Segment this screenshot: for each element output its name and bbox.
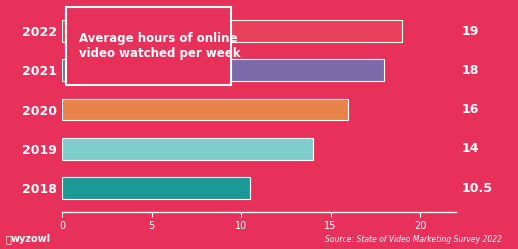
Bar <box>62 20 402 42</box>
Text: 14: 14 <box>461 142 479 155</box>
Bar <box>62 138 313 160</box>
Bar <box>62 99 349 120</box>
Bar <box>62 177 250 199</box>
Text: 16: 16 <box>461 103 479 116</box>
Text: Ⓦ: Ⓦ <box>5 234 11 244</box>
Text: 10.5: 10.5 <box>461 182 492 194</box>
Text: Source: State of Video Marketing Survey 2022: Source: State of Video Marketing Survey … <box>325 235 502 244</box>
Text: wyzowl: wyzowl <box>10 234 50 244</box>
Bar <box>62 60 384 81</box>
Text: 19: 19 <box>461 25 479 38</box>
Text: 18: 18 <box>461 64 479 77</box>
